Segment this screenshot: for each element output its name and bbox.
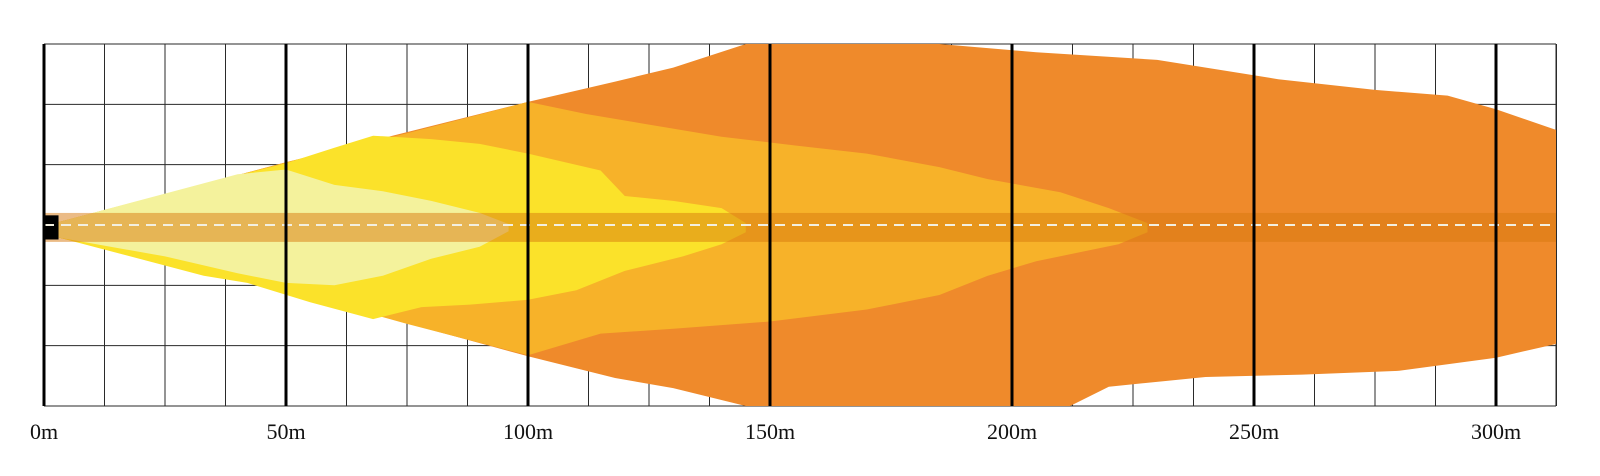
x-tick-label: 300m <box>1471 419 1521 444</box>
center-band <box>44 212 1556 242</box>
major-grid <box>42 44 1498 406</box>
x-tick-label: 150m <box>745 419 795 444</box>
x-tick-label: 0m <box>30 419 58 444</box>
x-tick-labels: 0m 50m 100m 150m 200m 250m 300m <box>30 419 1521 444</box>
light-source-marker <box>44 215 59 240</box>
x-tick-label: 100m <box>503 419 553 444</box>
center-overlay <box>44 212 1556 242</box>
x-tick-label: 250m <box>1229 419 1279 444</box>
x-tick-label: 200m <box>987 419 1037 444</box>
x-tick-label: 50m <box>266 419 305 444</box>
